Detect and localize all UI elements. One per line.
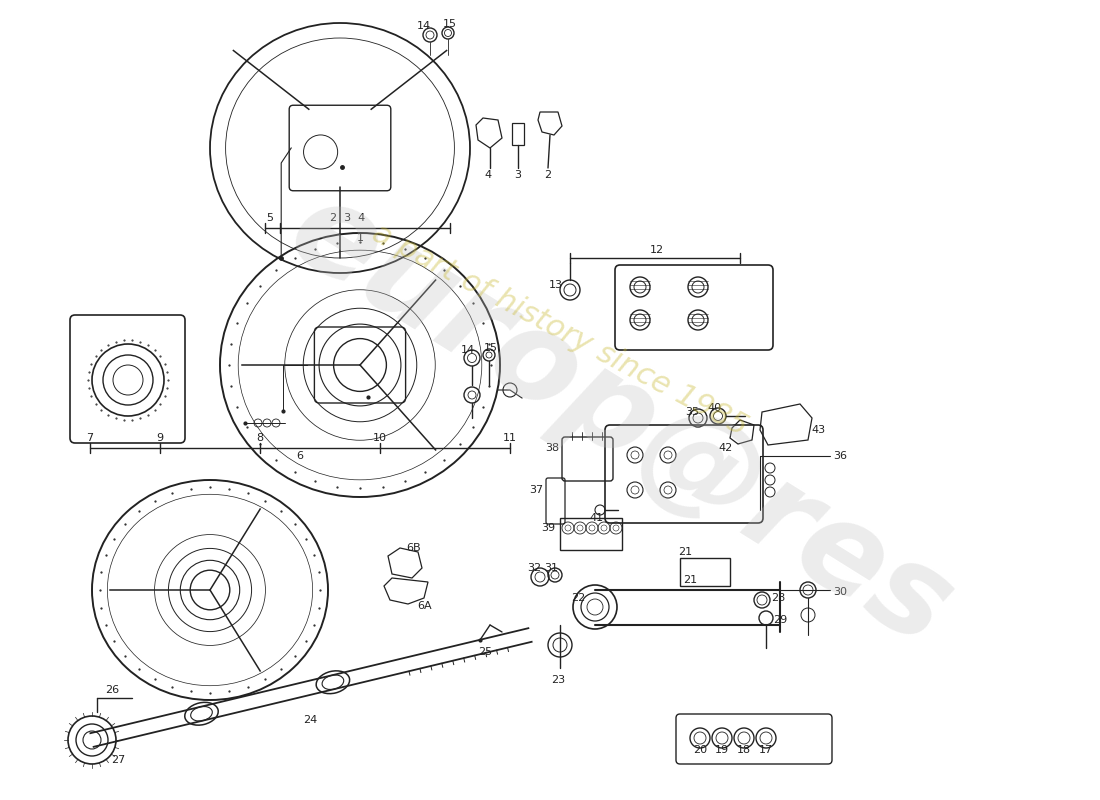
Text: 8: 8 [256, 433, 264, 443]
Bar [560, 518, 621, 550]
Text: 4: 4 [484, 170, 492, 180]
Text: 38: 38 [544, 443, 559, 453]
Text: 31: 31 [544, 563, 558, 573]
Text: 29: 29 [773, 615, 788, 625]
Text: 41: 41 [588, 513, 603, 523]
Text: 15: 15 [443, 19, 456, 29]
Text: 24: 24 [302, 715, 317, 725]
Text: 11: 11 [503, 433, 517, 443]
Text: 13: 13 [549, 280, 563, 290]
Text: 17: 17 [759, 745, 773, 755]
Text: 32: 32 [527, 563, 541, 573]
Text: 23: 23 [551, 675, 565, 685]
Text: 2: 2 [544, 170, 551, 180]
Text: 21: 21 [678, 547, 692, 557]
Text: 20: 20 [693, 745, 707, 755]
Text: 30: 30 [833, 587, 847, 597]
Text: a part of history since 1985: a part of history since 1985 [367, 218, 752, 442]
Text: 25: 25 [477, 647, 492, 657]
Text: 15: 15 [484, 343, 498, 353]
Text: 39: 39 [541, 523, 556, 533]
Text: 36: 36 [833, 451, 847, 461]
Text: 14: 14 [461, 345, 475, 355]
Text: 14: 14 [417, 21, 431, 31]
Text: 3: 3 [515, 170, 521, 180]
Text: 6A: 6A [418, 601, 432, 611]
Text: 26: 26 [104, 685, 119, 695]
Text: 42: 42 [719, 443, 733, 453]
Text: europ@res: europ@res [267, 168, 972, 672]
Text: 12: 12 [650, 245, 664, 255]
Text: 37: 37 [529, 485, 543, 495]
Text: 6: 6 [297, 451, 304, 461]
Bar [512, 123, 524, 145]
Text: 5: 5 [266, 213, 274, 223]
Text: 22: 22 [571, 593, 585, 603]
Text: 27: 27 [111, 755, 125, 765]
Text: 7: 7 [87, 433, 94, 443]
Bar [680, 558, 730, 586]
Text: 40: 40 [707, 403, 722, 413]
Text: 21: 21 [683, 575, 697, 585]
Text: 35: 35 [685, 407, 698, 417]
Text: 19: 19 [715, 745, 729, 755]
Text: 43: 43 [811, 425, 825, 435]
Text: 18: 18 [737, 745, 751, 755]
Text: 10: 10 [373, 433, 387, 443]
Text: 28: 28 [771, 593, 785, 603]
Text: 2  3  4: 2 3 4 [330, 213, 365, 223]
Text: 1: 1 [356, 233, 363, 243]
Text: 9: 9 [156, 433, 164, 443]
Text: 6B: 6B [407, 543, 421, 553]
